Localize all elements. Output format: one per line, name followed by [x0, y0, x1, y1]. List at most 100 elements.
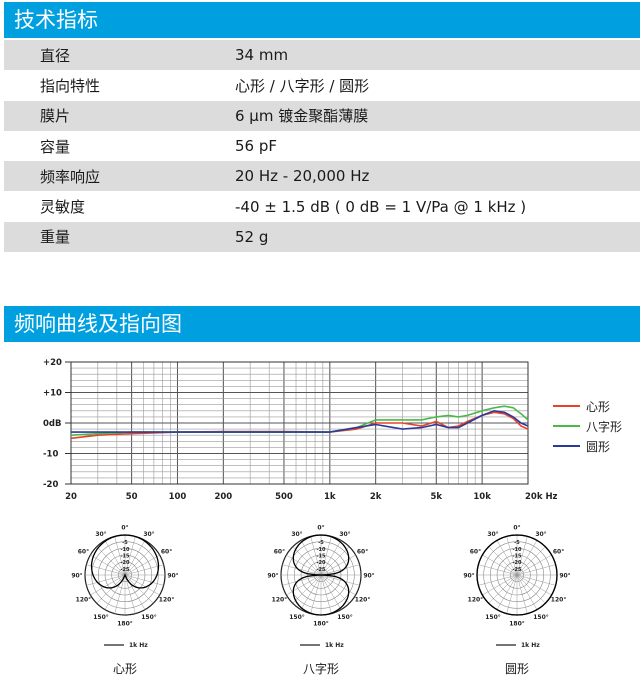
polar-angle-label: 30°	[339, 531, 350, 538]
polar-spoke	[478, 564, 518, 576]
polar-db-label: -15	[316, 554, 326, 560]
polar-spoke	[516, 546, 546, 576]
spec-label: 直径	[40, 46, 71, 65]
polar-spoke	[320, 536, 332, 576]
polar-title-figure8: 八字形	[302, 662, 339, 676]
polar-db-label: -5	[122, 540, 128, 546]
polar-spoke	[292, 574, 322, 604]
polar-spoke	[516, 536, 528, 576]
polar-db-label: -10	[316, 547, 326, 553]
polar-spoke	[506, 574, 518, 614]
polar-spoke	[320, 564, 360, 576]
spec-label: 灵敏度	[40, 198, 86, 217]
polar-angle-label: 60°	[553, 549, 564, 556]
polar-pattern-curve	[90, 534, 160, 589]
legend-label: 圆形	[586, 440, 610, 454]
polar-legend-label: 1k Hz	[325, 642, 344, 649]
y-tick-label: +10	[43, 389, 62, 399]
polar-spoke	[292, 546, 322, 576]
polar-spoke	[90, 574, 126, 596]
polar-spoke	[96, 574, 126, 604]
polar-spoke	[506, 536, 518, 576]
polar-spoke	[516, 574, 546, 604]
polar-db-label: -5	[318, 540, 324, 546]
polar-spoke	[496, 540, 518, 576]
polar-db-label: -15	[512, 554, 522, 560]
polar-angle-label: 150°	[337, 614, 353, 621]
polar-angle-label: 150°	[141, 614, 157, 621]
spec-row: 灵敏度 -40 ± 1.5 dB ( 0 dB = 1 V/Pa @ 1 kHz …	[4, 191, 640, 221]
polar-angle-label: 30°	[143, 531, 154, 538]
polar-db-label: -15	[120, 554, 130, 560]
polar-angle-label: 60°	[274, 549, 285, 556]
polar-spoke	[320, 574, 360, 586]
polar-spoke	[300, 574, 322, 610]
polar-spoke	[320, 574, 342, 610]
polar-spoke	[516, 574, 556, 586]
x-tick-label: 10k	[473, 492, 491, 502]
spec-label: 膜片	[40, 107, 71, 126]
spec-value: 20 Hz - 20,000 Hz	[235, 167, 370, 186]
x-tick-label: 20k Hz	[525, 492, 558, 502]
polar-spoke	[300, 540, 322, 576]
polar-spoke	[516, 564, 556, 576]
polar-spoke	[310, 574, 322, 614]
x-tick-label: 2k	[370, 492, 382, 502]
polar-angle-label: 150°	[533, 614, 549, 621]
polar-db-label: -5	[514, 540, 520, 546]
polar-angle-label: 30°	[291, 531, 302, 538]
polar-angle-label: 90°	[167, 573, 178, 580]
polar-angle-label: 90°	[463, 573, 474, 580]
spec-label: 指向特性	[40, 76, 101, 95]
polar-spoke	[516, 554, 552, 576]
polar-spoke	[320, 540, 342, 576]
polar-spoke	[86, 574, 126, 586]
polar-angle-label: 0°	[317, 525, 324, 532]
polar-title-omni: 圆形	[504, 662, 529, 676]
frequency-response-chart: +20 +10 0dB -10 -20 20 50 100 200 500 1k 2k 5k 10k 20k…	[43, 358, 622, 502]
polar-db-label: -10	[120, 547, 130, 553]
y-tick-label: -20	[43, 480, 58, 490]
polar-angle-label: 0°	[121, 525, 128, 532]
polar-spoke	[488, 546, 518, 576]
polar-angle-label: 60°	[161, 549, 172, 556]
polar-angle-label: 180°	[313, 621, 329, 628]
spec-value: 52 g	[235, 227, 269, 246]
spec-value: 心形 / 八字形 / 圆形	[235, 76, 370, 95]
polar-pattern-curve	[476, 534, 558, 616]
polar-spoke	[282, 564, 322, 576]
spec-label: 重量	[40, 228, 71, 247]
spec-value: 34 mm	[235, 46, 289, 65]
y-tick-label: +20	[43, 358, 62, 368]
polar-angle-label: 150°	[289, 614, 305, 621]
polar-angle-label: 0°	[513, 525, 520, 532]
polar-angle-label: 60°	[357, 549, 368, 556]
x-tick-label: 50	[126, 492, 138, 502]
polar-spoke	[114, 574, 126, 614]
polar-spoke	[478, 574, 518, 586]
polar-spoke	[124, 574, 164, 586]
polar-spoke	[320, 574, 350, 604]
polar-spoke	[124, 554, 160, 576]
polar-angle-label: 30°	[535, 531, 546, 538]
polar-angle-label: 90°	[71, 573, 82, 580]
polar-angle-label: 60°	[78, 549, 89, 556]
spec-row: 指向特性 心形 / 八字形 / 圆形	[4, 70, 640, 100]
specs-header: 技术指标	[4, 2, 640, 38]
polar-spoke	[516, 574, 538, 610]
polar-spoke	[86, 564, 126, 576]
legend-label: 心形	[586, 400, 610, 414]
polar-angle-label: 60°	[470, 549, 481, 556]
polar-spoke	[104, 540, 126, 576]
polar-angle-label: 90°	[559, 573, 570, 580]
polar-legend-label: 1k Hz	[521, 642, 540, 649]
legend-label: 八字形	[586, 419, 622, 434]
y-tick-label: -10	[43, 450, 58, 460]
polar-spoke	[488, 574, 518, 604]
polar-spoke	[286, 574, 322, 596]
series-line-2	[71, 409, 529, 433]
polar-db-label: -25	[512, 567, 522, 573]
polar-spoke	[496, 574, 518, 610]
polar-spoke	[282, 574, 322, 586]
polar-spoke	[124, 574, 154, 604]
